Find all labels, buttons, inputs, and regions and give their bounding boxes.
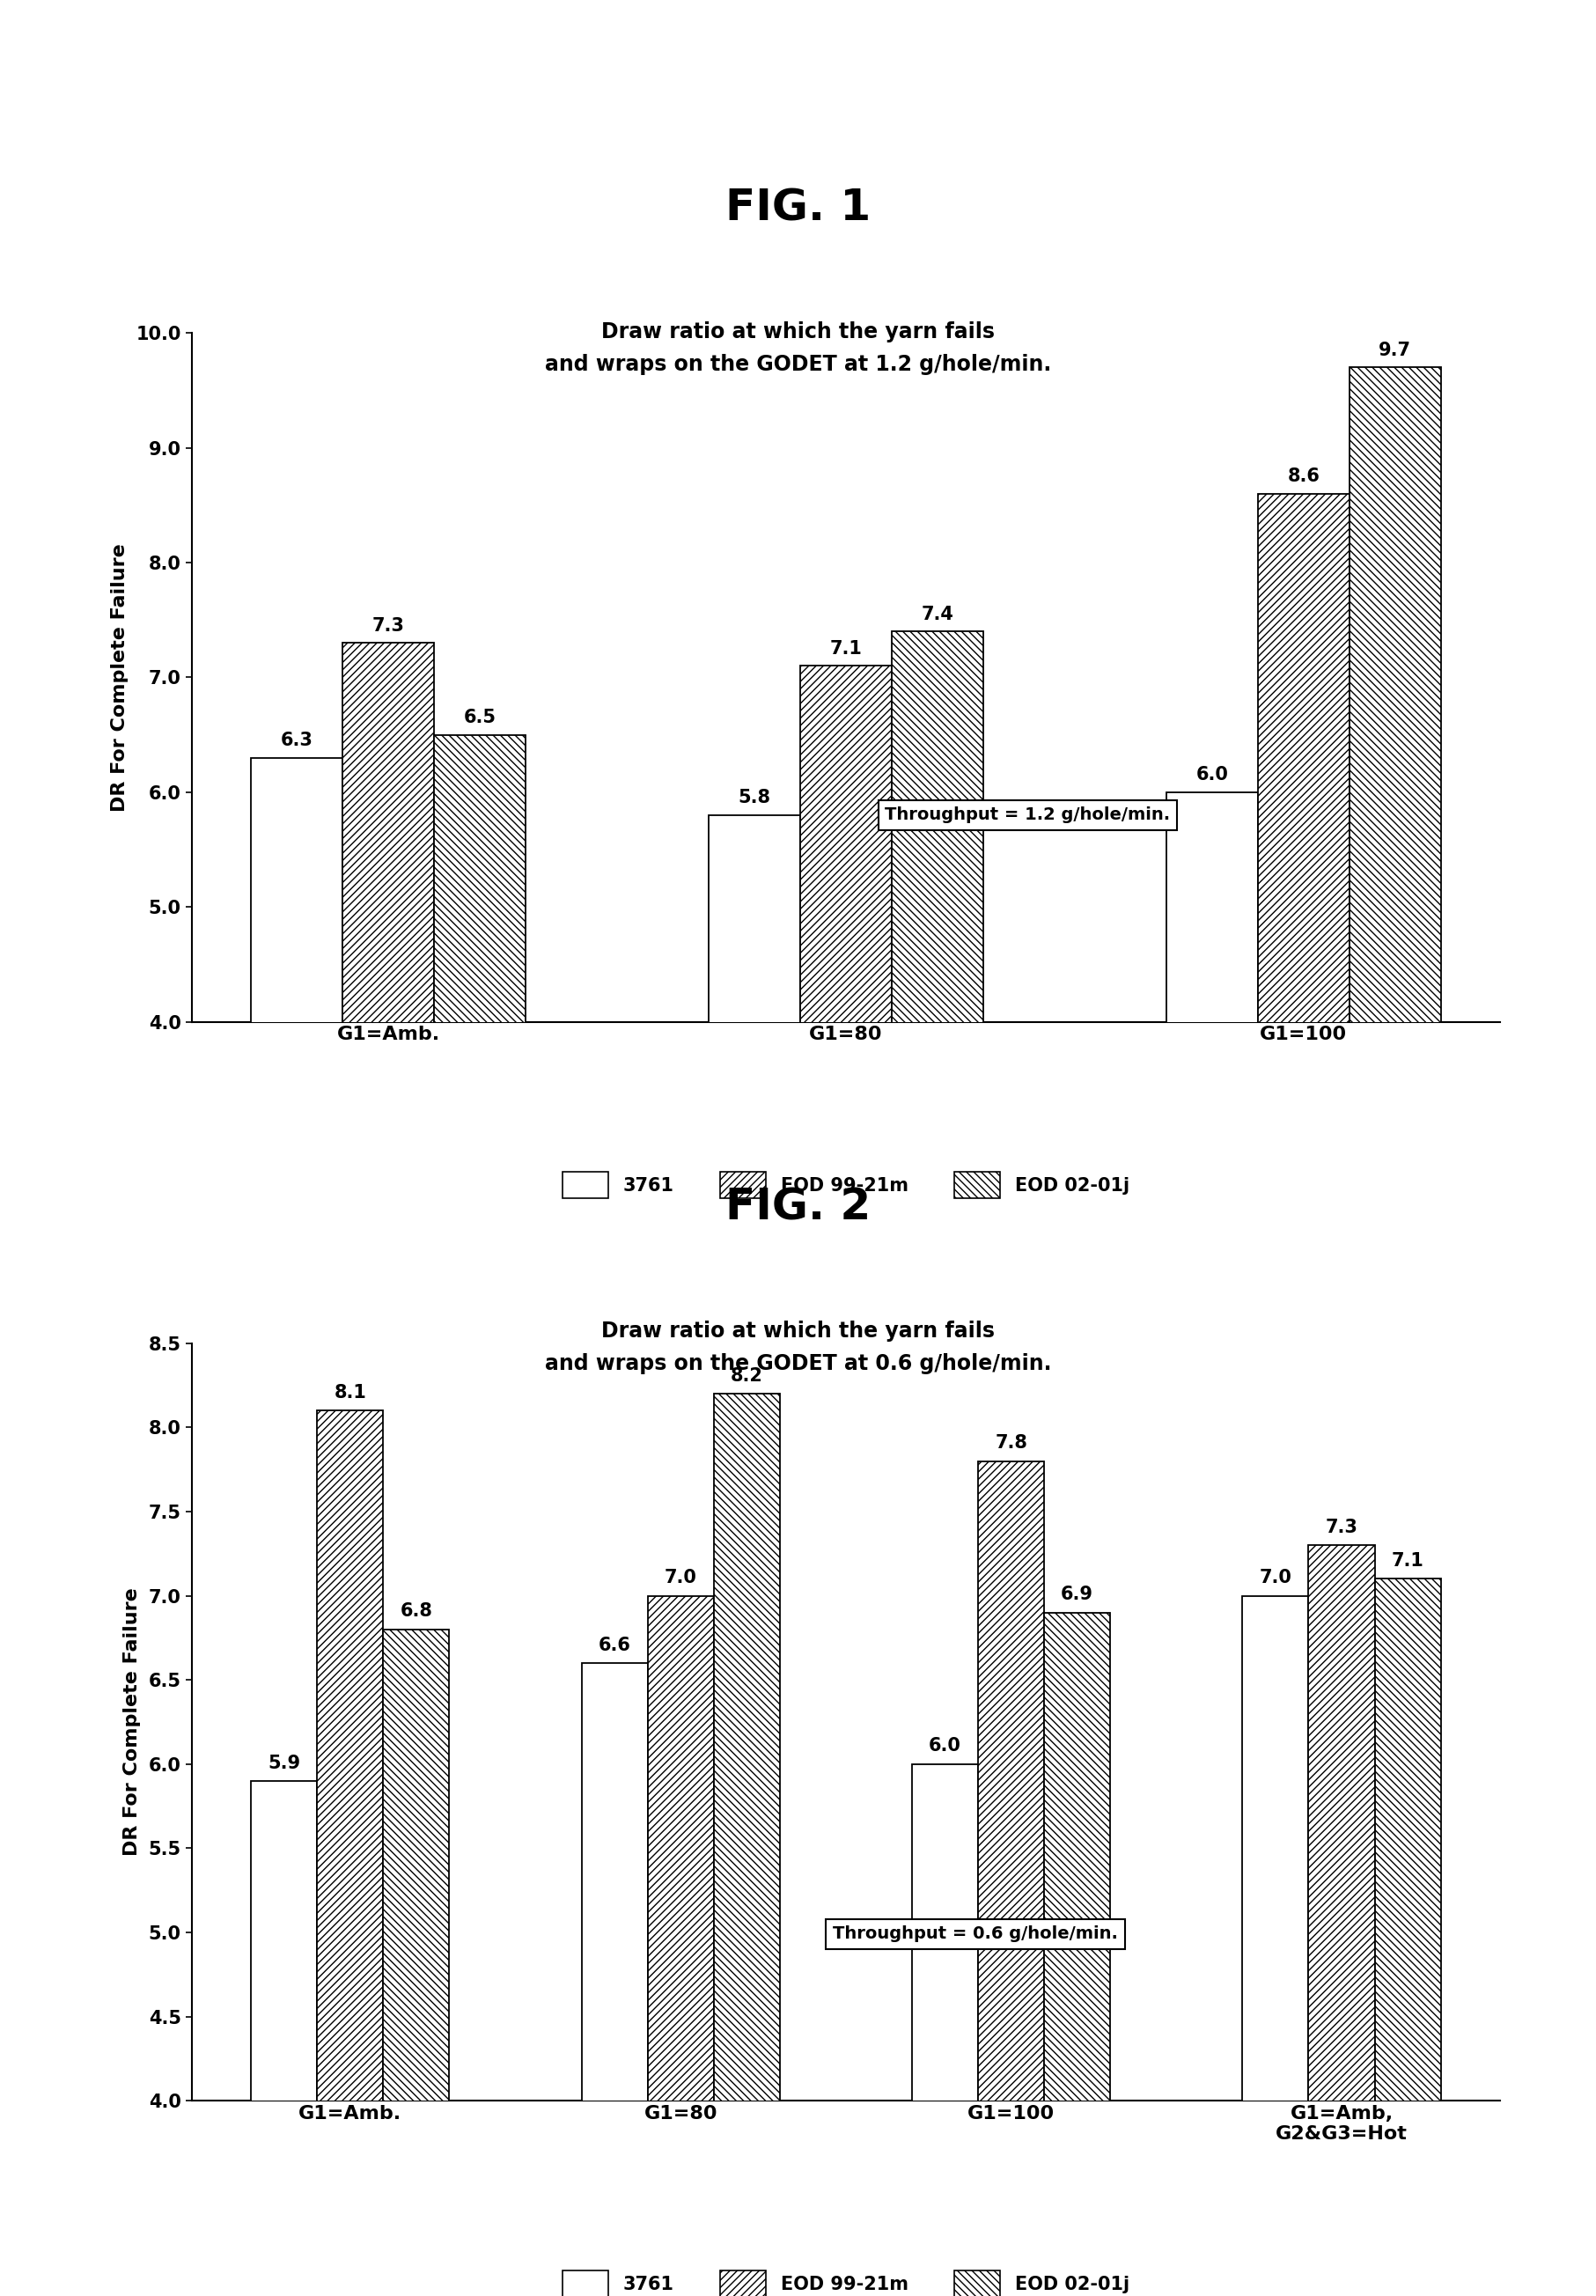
Text: 6.0: 6.0 [929,1738,961,1754]
Text: FIG. 1: FIG. 1 [725,188,871,230]
Text: 7.0: 7.0 [1259,1568,1291,1587]
Text: 7.1: 7.1 [1392,1552,1424,1570]
Bar [343,643,434,1481]
Bar [581,1662,648,2296]
Bar [1044,1612,1111,2296]
Text: 5.9: 5.9 [268,1754,300,1773]
Text: 6.8: 6.8 [401,1603,433,1621]
Bar [251,1782,318,2296]
Text: Draw ratio at which the yarn fails
and wraps on the GODET at 1.2 g/hole/min.: Draw ratio at which the yarn fails and w… [544,321,1052,377]
Text: 6.6: 6.6 [598,1637,630,1653]
Text: 6.9: 6.9 [1061,1587,1093,1603]
Text: 5.8: 5.8 [737,790,771,806]
Y-axis label: DR For Complete Failure: DR For Complete Failure [123,1589,140,1855]
Text: 7.3: 7.3 [1325,1518,1358,1536]
Text: 8.1: 8.1 [334,1384,367,1401]
Bar [713,1394,780,2296]
Text: 8.2: 8.2 [731,1366,763,1384]
Text: 7.1: 7.1 [830,641,862,657]
Text: 8.6: 8.6 [1288,468,1320,484]
Text: Draw ratio at which the yarn fails
and wraps on the GODET at 0.6 g/hole/min.: Draw ratio at which the yarn fails and w… [544,1320,1052,1375]
Text: 7.8: 7.8 [994,1435,1028,1451]
Text: 7.0: 7.0 [664,1568,697,1587]
Bar [1374,1580,1441,2296]
Legend: 3761, EOD 99-21m, EOD 02-01j: 3761, EOD 99-21m, EOD 02-01j [555,2264,1136,2296]
Bar [1309,1545,1374,2296]
Bar [648,1596,713,2296]
Bar [383,1630,450,2296]
Bar [800,666,892,1481]
Text: 7.3: 7.3 [372,618,404,634]
Bar [434,735,525,1481]
Bar [1258,494,1349,1481]
Bar [978,1460,1044,2296]
Text: 6.0: 6.0 [1195,767,1229,783]
Bar [709,815,800,1481]
Text: Throughput = 0.6 g/hole/min.: Throughput = 0.6 g/hole/min. [833,1926,1117,1942]
Bar [911,1763,978,2296]
Bar [251,758,343,1481]
Text: 9.7: 9.7 [1379,342,1411,358]
Text: 6.5: 6.5 [463,709,496,726]
Text: Throughput = 1.2 g/hole/min.: Throughput = 1.2 g/hole/min. [886,806,1170,824]
Bar [318,1410,383,2296]
Bar [1167,792,1258,1481]
Legend: 3761, EOD 99-21m, EOD 02-01j: 3761, EOD 99-21m, EOD 02-01j [555,1164,1136,1205]
Bar [1349,367,1441,1481]
Bar [892,631,983,1481]
Y-axis label: DR For Complete Failure: DR For Complete Failure [112,544,129,810]
Text: 6.3: 6.3 [281,732,313,748]
Text: FIG. 2: FIG. 2 [725,1187,871,1228]
Bar [1242,1596,1309,2296]
Text: 7.4: 7.4 [921,606,954,622]
